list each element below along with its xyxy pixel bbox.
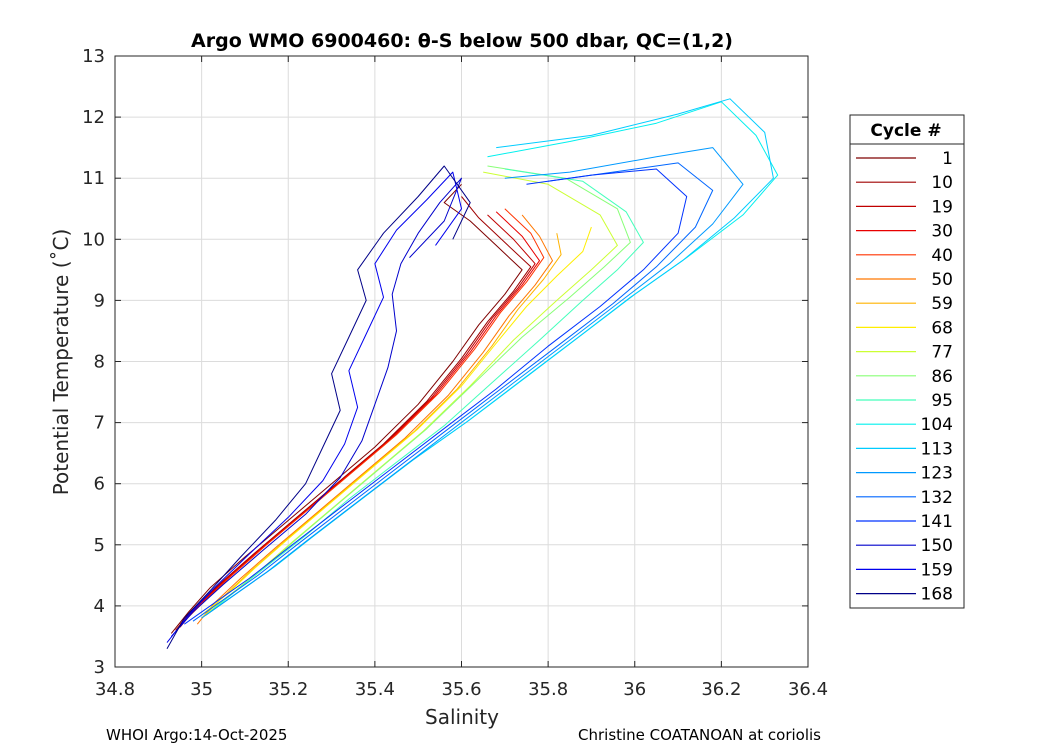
legend-label-cycle-86: 86 [931, 367, 953, 387]
legend-label-cycle-1: 1 [942, 149, 953, 169]
series-line-cycle-68 [201, 226, 592, 616]
series-line-cycle-168 [166, 165, 471, 649]
legend-label-cycle-113: 113 [921, 439, 953, 459]
y-tick-label: 5 [94, 535, 105, 556]
y-axis-label: Potential Temperature (˚C) [49, 229, 73, 496]
series-line-cycle-40 [183, 208, 545, 622]
y-tick-label: 7 [94, 413, 105, 434]
legend-box [849, 114, 965, 609]
y-tick-label: 12 [82, 107, 105, 128]
series-line-cycle-50 [196, 214, 553, 625]
series-line-cycle-123 [201, 147, 744, 619]
legend-label-cycle-77: 77 [931, 343, 953, 363]
y-tick-label: 10 [82, 229, 105, 250]
series-line-cycle-141 [184, 168, 688, 625]
y-tick-label: 6 [94, 474, 105, 495]
x-tick-label: 35.2 [268, 679, 308, 700]
legend-label-cycle-59: 59 [931, 294, 953, 314]
y-tick-label: 11 [82, 168, 105, 189]
legend-label-cycle-19: 19 [931, 197, 953, 217]
legend-label-cycle-168: 168 [921, 585, 953, 605]
series-line-cycle-150 [170, 177, 462, 637]
legend: Cycle # 1 10 19 30 40 50 59 68 77 86 95 104 113 123 13… [849, 114, 965, 609]
legend-label-cycle-159: 159 [921, 560, 953, 580]
series-line-cycle-159 [166, 171, 462, 643]
x-tick-label: 35.8 [528, 679, 568, 700]
series-line-cycle-95 [209, 168, 644, 613]
x-tick-label: 36 [623, 679, 646, 700]
series-line-cycle-30 [179, 211, 540, 625]
legend-label-cycle-68: 68 [931, 318, 953, 338]
y-tick-label: 4 [94, 596, 105, 617]
legend-items: 1 10 19 30 40 50 59 68 77 86 95 104 113 123 132 141 150 1… [856, 149, 953, 605]
footer-right-credit: Christine COATANOAN at coriolis [578, 726, 821, 744]
legend-label-cycle-141: 141 [921, 512, 953, 532]
x-tick-label: 34.8 [95, 679, 135, 700]
x-tick-label: 35.4 [355, 679, 395, 700]
legend-label-cycle-132: 132 [921, 488, 953, 508]
y-tick-label: 8 [94, 352, 105, 373]
series-line-cycle-10 [175, 196, 532, 631]
series-line-cycle-19 [179, 214, 536, 628]
legend-label-cycle-40: 40 [931, 246, 953, 266]
legend-label-cycle-10: 10 [931, 173, 953, 193]
x-tick-label: 35.6 [441, 679, 481, 700]
x-axis-label: Salinity [425, 705, 499, 729]
ticks: 34.8 35 35.2 35.4 35.6 35.8 36 36.2 36.4 3 4 5 6 7 8 9 1… [82, 46, 828, 700]
y-tick-label: 13 [82, 46, 105, 67]
x-tick-label: 35 [190, 679, 213, 700]
series-line-cycle-132 [192, 162, 714, 622]
series-layer [166, 98, 779, 649]
y-tick-label: 9 [94, 290, 105, 311]
grid [114, 55, 809, 668]
legend-label-cycle-50: 50 [931, 270, 953, 290]
legend-label-cycle-104: 104 [921, 415, 953, 435]
chart-title: Argo WMO 6900460: θ-S below 500 dbar, QC… [191, 30, 733, 52]
x-tick-label: 36.2 [701, 679, 741, 700]
legend-label-cycle-95: 95 [931, 391, 953, 411]
legend-label-cycle-123: 123 [921, 464, 953, 484]
y-tick-label: 3 [94, 657, 105, 678]
legend-label-cycle-30: 30 [931, 222, 953, 242]
series-line-cycle-1 [170, 183, 523, 634]
legend-title: Cycle # [870, 121, 941, 141]
x-tick-label: 36.4 [788, 679, 828, 700]
legend-label-cycle-150: 150 [921, 536, 953, 556]
footer-left-credit: WHOI Argo:14-Oct-2025 [106, 726, 288, 744]
